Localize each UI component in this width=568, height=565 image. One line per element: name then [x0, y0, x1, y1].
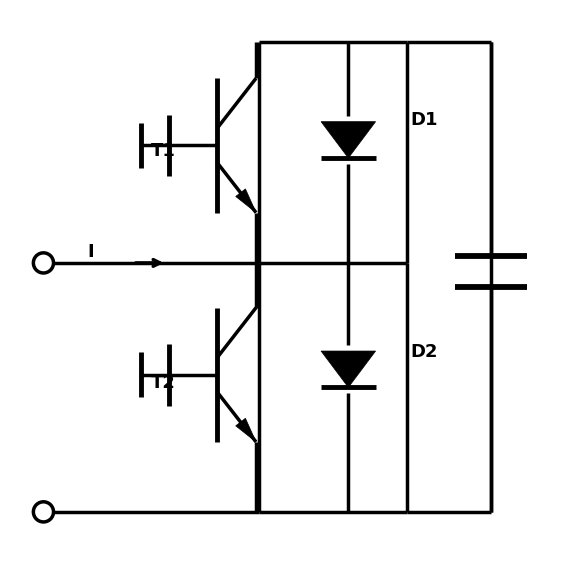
Text: I: I: [87, 243, 94, 260]
Text: D1: D1: [410, 111, 437, 129]
Text: T1: T1: [151, 142, 176, 160]
Polygon shape: [236, 418, 256, 442]
Polygon shape: [321, 351, 375, 388]
Polygon shape: [236, 189, 256, 212]
Polygon shape: [321, 121, 375, 158]
Text: T2: T2: [151, 374, 176, 392]
Text: D2: D2: [410, 344, 437, 362]
